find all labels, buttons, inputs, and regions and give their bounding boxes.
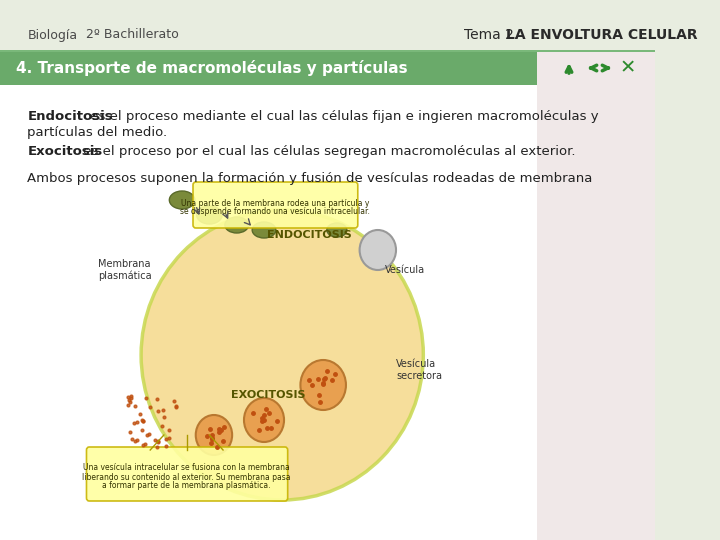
Circle shape	[244, 398, 284, 442]
FancyBboxPatch shape	[0, 50, 537, 85]
Text: Una vesícula intracelular se fusiona con la membrana: Una vesícula intracelular se fusiona con…	[84, 463, 290, 472]
Ellipse shape	[327, 223, 347, 237]
FancyBboxPatch shape	[0, 0, 655, 50]
Text: se desprende formando una vesícula intracelular.: se desprende formando una vesícula intra…	[180, 207, 370, 217]
Text: es el proceso mediante el cual las células fijan e ingieren macromoléculas y: es el proceso mediante el cual las célul…	[86, 110, 599, 123]
Text: ✕: ✕	[619, 58, 636, 78]
Text: Vesícula: Vesícula	[385, 265, 426, 275]
Text: Vesícula
secretora: Vesícula secretora	[396, 359, 442, 381]
Text: a formar parte de la membrana plasmática.: a formar parte de la membrana plasmática…	[102, 482, 271, 490]
Text: Una parte de la membrana rodea una partícula y: Una parte de la membrana rodea una partí…	[181, 199, 369, 207]
FancyBboxPatch shape	[0, 0, 655, 540]
FancyBboxPatch shape	[537, 50, 655, 540]
Ellipse shape	[169, 191, 195, 209]
Text: Ambos procesos suponen la formación y fusión de vesículas rodeadas de membrana: Ambos procesos suponen la formación y fu…	[27, 172, 593, 185]
Text: Tema 2.: Tema 2.	[464, 28, 523, 42]
Circle shape	[196, 415, 232, 455]
Text: 2º Bachillerato: 2º Bachillerato	[86, 29, 179, 42]
Text: Biología: Biología	[27, 29, 78, 42]
Text: EXOCITOSIS: EXOCITOSIS	[231, 390, 306, 400]
Ellipse shape	[141, 210, 423, 500]
Circle shape	[359, 230, 396, 270]
Text: liberando su contenido al exterior. Su membrana pasa: liberando su contenido al exterior. Su m…	[82, 472, 291, 482]
Ellipse shape	[197, 206, 222, 224]
Text: Exocitosis: Exocitosis	[27, 145, 102, 158]
FancyBboxPatch shape	[193, 182, 358, 228]
Ellipse shape	[225, 217, 248, 233]
Text: Membrana
plasmática: Membrana plasmática	[99, 259, 152, 281]
Ellipse shape	[252, 222, 276, 238]
Text: partículas del medio.: partículas del medio.	[27, 126, 168, 139]
FancyBboxPatch shape	[0, 50, 655, 52]
Text: 4. Transporte de macromoléculas y partículas: 4. Transporte de macromoléculas y partíc…	[17, 60, 408, 76]
Text: es el proceso por el cual las células segregan macromoléculas al exterior.: es el proceso por el cual las células se…	[79, 145, 576, 158]
Text: ENDOCITOSIS: ENDOCITOSIS	[267, 230, 352, 240]
Text: Endocitosis: Endocitosis	[27, 110, 113, 123]
FancyBboxPatch shape	[86, 447, 288, 501]
FancyBboxPatch shape	[0, 50, 537, 540]
Circle shape	[300, 360, 346, 410]
Text: LA ENVOLTURA CELULAR: LA ENVOLTURA CELULAR	[506, 28, 698, 42]
